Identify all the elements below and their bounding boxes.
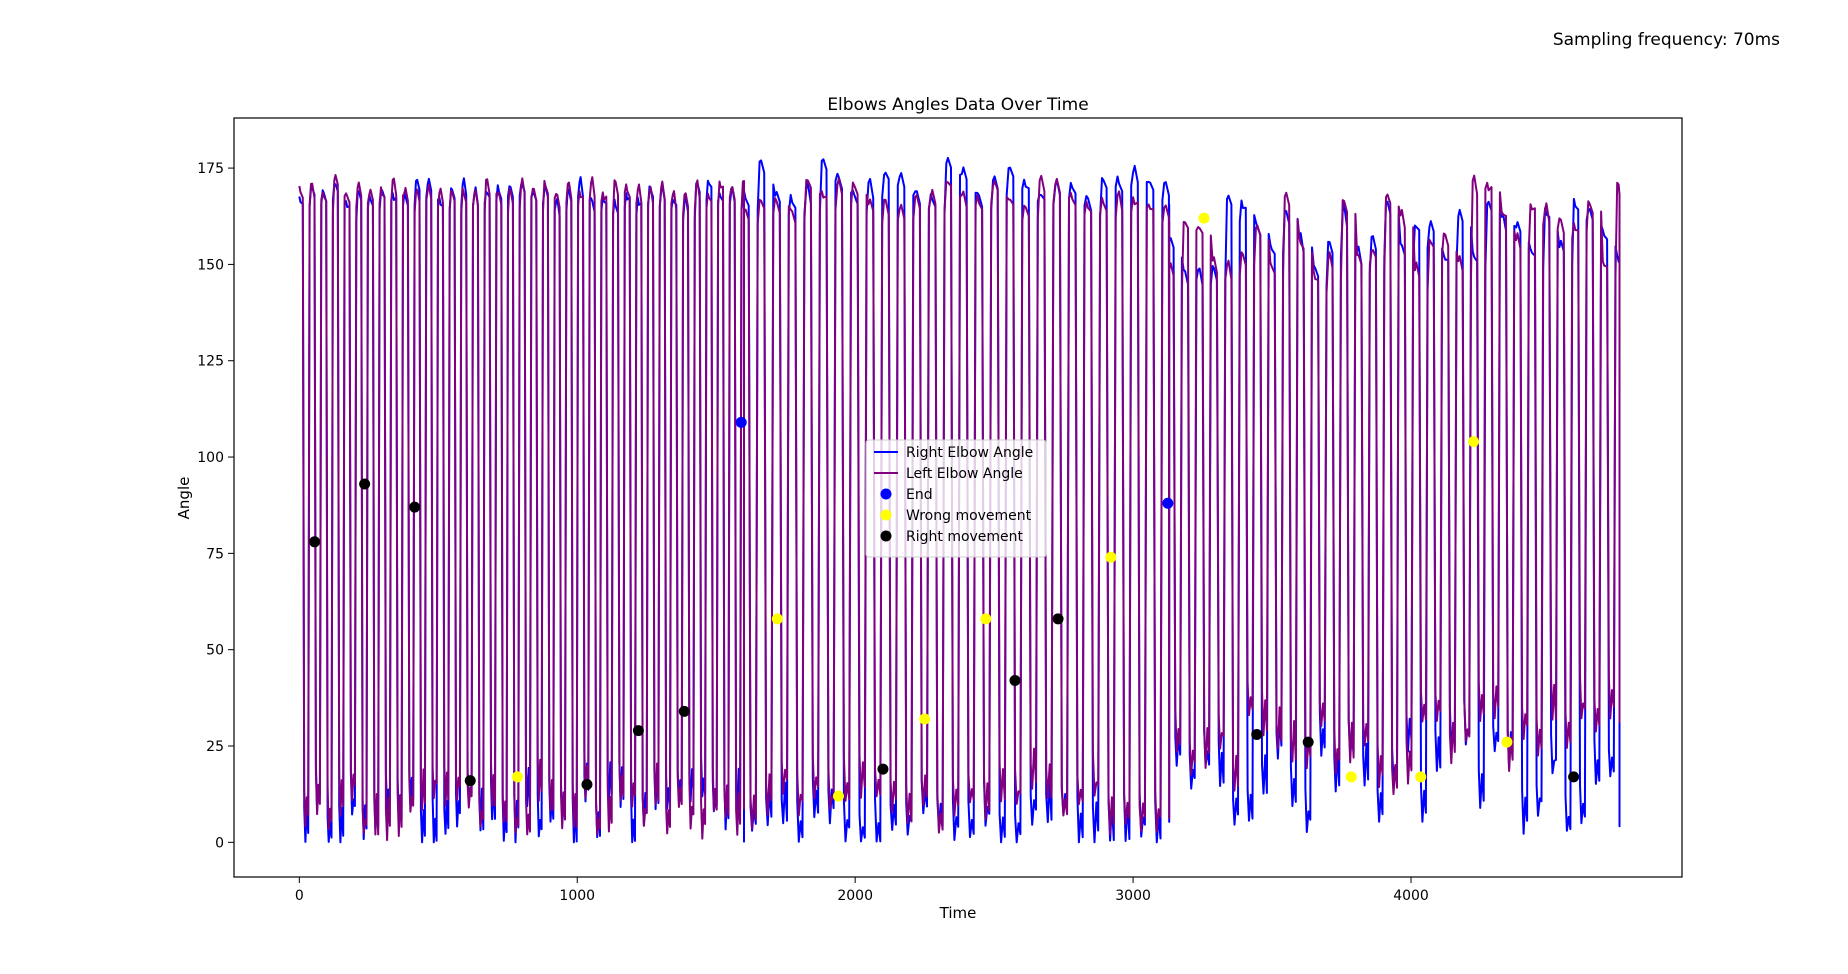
y-axis-ticks: 0 25 50 75 100 125 150 175 [197,161,234,851]
series-line-left-elbow-angle [298,174,1621,842]
point-wrong-movement [980,613,992,625]
point-right-movement [1302,736,1314,748]
y-tick-label: 0 [215,835,224,851]
legend-label-end: End [906,487,933,503]
sampling-frequency-note: Sampling frequency: 70ms [1552,30,1780,50]
point-wrong-movement [832,790,844,802]
point-right-movement [309,536,321,548]
x-tick-label: 1000 [559,888,595,904]
legend-label-wrong-movement: Wrong movement [906,508,1032,524]
y-tick-label: 75 [206,546,224,562]
chart-title: Elbows Angles Data Over Time [827,95,1088,115]
legend-label-left-elbow-angle: Left Elbow Angle [906,466,1023,482]
point-wrong-movement [771,613,783,625]
x-tick-label: 3000 [1115,888,1151,904]
point-wrong-movement [919,713,931,725]
legend-swatch-wrong-movement [880,509,892,521]
point-wrong-movement [1105,551,1117,563]
point-wrong-movement [1345,771,1357,783]
point-right-movement [1009,675,1021,687]
point-wrong-movement [1415,771,1427,783]
legend-box [865,439,1047,558]
point-right-movement [678,705,690,717]
x-tick-label: 2000 [837,888,873,904]
legend-label-right-elbow-angle: Right Elbow Angle [906,445,1033,461]
y-tick-label: 150 [197,257,224,273]
x-axis-label: Time [939,904,977,922]
point-wrong-movement [511,771,523,783]
point-wrong-movement [1198,212,1210,224]
point-right-movement [877,763,889,775]
y-axis-label: Angle [175,477,193,520]
x-tick-label: 0 [295,888,304,904]
plot-frame [233,117,1683,878]
y-tick-label: 50 [206,643,224,659]
point-right-movement [581,779,593,791]
point-end [1162,497,1174,509]
y-tick-label: 125 [197,354,224,370]
x-tick-label: 4000 [1393,888,1429,904]
point-wrong-movement [1501,736,1513,748]
point-right-movement [1568,771,1580,783]
y-tick-label: 25 [206,739,224,755]
point-right-movement [1052,613,1064,625]
legend-swatch-end [880,488,892,500]
point-end [735,416,747,428]
plot-marker-layer [309,212,1580,802]
point-wrong-movement [1468,436,1480,448]
point-right-movement [632,725,644,737]
point-right-movement [359,478,371,490]
legend-swatch-right-movement [880,530,892,542]
chart-legend: Right Elbow Angle Left Elbow Angle End Wron… [865,439,1047,558]
y-tick-label: 175 [197,161,224,177]
point-right-movement [1251,728,1263,740]
point-right-movement [409,501,421,513]
y-tick-label: 100 [197,450,224,466]
plot-series-layer [298,156,1621,844]
legend-label-right-movement: Right movement [906,529,1024,545]
point-right-movement [464,775,476,787]
x-axis-ticks: 0 1000 2000 3000 4000 [295,877,1429,904]
